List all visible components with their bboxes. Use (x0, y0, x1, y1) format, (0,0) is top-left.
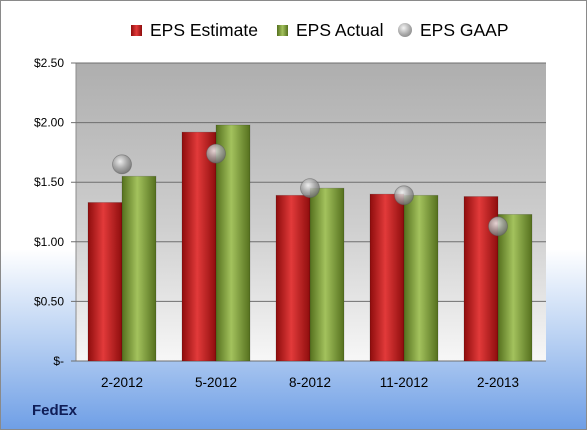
bar-eps-estimate (87, 202, 123, 362)
y-tick-label: $2.00 (34, 116, 64, 130)
legend-item-eps-gaap: EPS GAAP (398, 16, 509, 44)
legend-item-eps-estimate: EPS Estimate (131, 16, 258, 44)
bar-eps-actual (215, 124, 251, 362)
bar-eps-actual (309, 187, 345, 362)
x-tick-label: 2-2013 (477, 375, 519, 390)
bar-eps-estimate (181, 131, 217, 362)
bar-eps-actual (121, 175, 157, 362)
x-tick-label: 11-2012 (380, 375, 429, 390)
marker-eps-gaap (206, 143, 226, 164)
legend-label-eps-gaap: EPS GAAP (420, 19, 509, 40)
x-tick-label: 5-2012 (195, 375, 237, 390)
marker-eps-gaap (394, 185, 414, 206)
bar-eps-actual (403, 194, 439, 362)
legend-swatch-eps-estimate (131, 24, 142, 36)
marker-eps-gaap (112, 154, 132, 175)
legend-swatch-eps-gaap (398, 23, 412, 37)
marker-eps-gaap (300, 178, 320, 199)
chart-legend: EPS Estimate EPS Actual EPS GAAP (1, 16, 586, 44)
y-tick-label: $0.50 (34, 294, 64, 308)
marker-eps-gaap (488, 216, 508, 237)
x-tick-label: 8-2012 (289, 375, 331, 390)
bar-eps-estimate (369, 193, 405, 362)
company-name: FedEx (32, 402, 78, 419)
y-tick-label: $- (53, 354, 64, 368)
y-tick-label: $2.50 (34, 56, 64, 70)
bar-eps-actual (497, 213, 533, 362)
x-tick-label: 2-2012 (101, 375, 143, 390)
legend-item-eps-actual: EPS Actual (277, 16, 384, 44)
legend-label-eps-actual: EPS Actual (296, 19, 384, 40)
bar-eps-estimate (275, 194, 311, 362)
y-tick-label: $1.50 (34, 175, 64, 189)
y-tick-label: $1.00 (34, 235, 64, 249)
legend-label-eps-estimate: EPS Estimate (150, 19, 258, 40)
legend-swatch-eps-actual (277, 24, 288, 36)
